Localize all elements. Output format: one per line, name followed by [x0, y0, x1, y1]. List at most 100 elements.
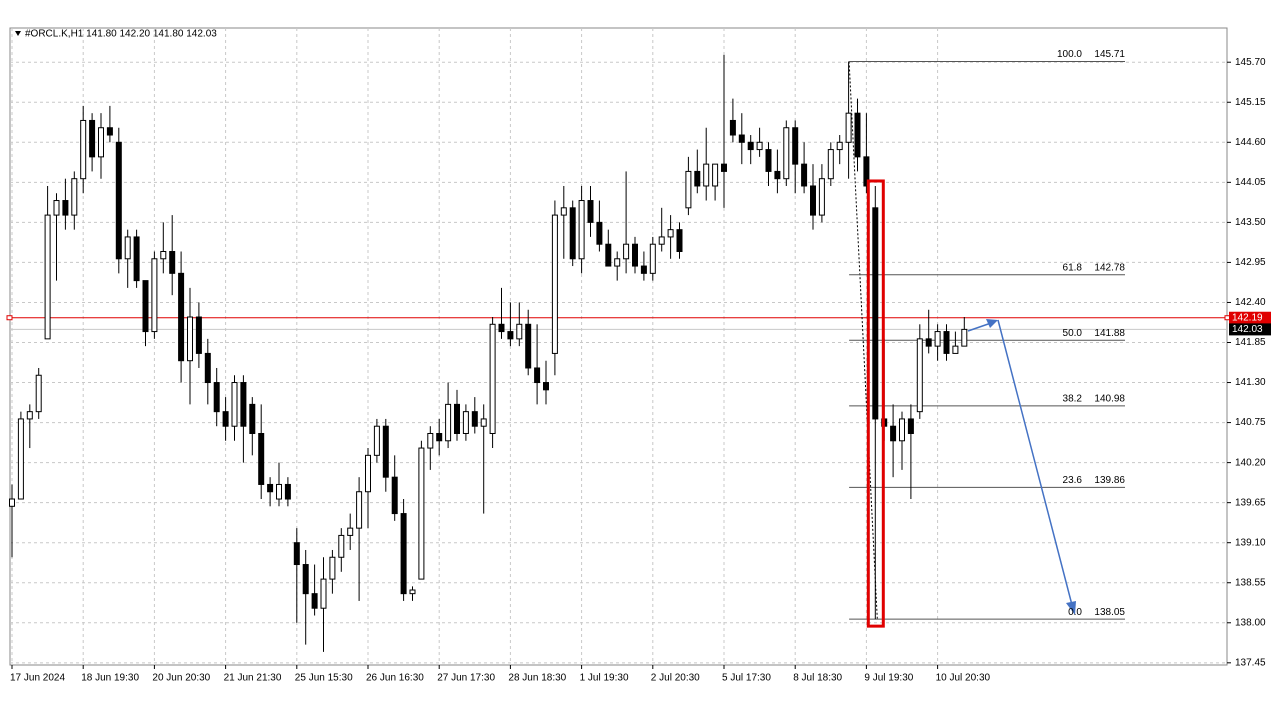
candle-body — [462, 411, 469, 434]
candle-body — [436, 432, 443, 442]
candle-body — [44, 214, 51, 340]
fib-price-label: 142.78 — [1094, 262, 1125, 273]
candle-body — [685, 170, 692, 209]
candle-body — [560, 207, 567, 216]
candle-body — [98, 127, 104, 158]
candle-body — [115, 141, 122, 260]
y-tick-label: 141.85 — [1235, 337, 1266, 348]
fib-level-label: 0.0 — [1068, 607, 1082, 618]
plot-frame — [9, 27, 1228, 666]
candle-body — [890, 425, 897, 442]
y-tick-label: 141.30 — [1235, 377, 1266, 388]
candle-body — [329, 556, 336, 580]
candle-body — [614, 258, 621, 267]
candle-body — [516, 323, 523, 340]
candle-body — [836, 141, 843, 151]
candle-body — [133, 236, 140, 282]
x-tick-label: 9 Jul 19:30 — [864, 673, 913, 684]
candle-body — [578, 200, 585, 260]
candle-body — [356, 491, 363, 529]
price-label: 142.03 — [1232, 324, 1263, 335]
y-tick-label: 143.50 — [1235, 217, 1266, 228]
candle-body — [17, 418, 24, 500]
candle-body — [222, 411, 229, 427]
candle-body — [293, 542, 300, 566]
candle-body — [810, 185, 816, 216]
x-tick-label: 27 Jun 17:30 — [437, 673, 495, 684]
candle-body — [854, 112, 861, 158]
candle-body — [738, 134, 745, 143]
candle-body — [231, 382, 238, 427]
x-tick-label: 20 Jun 20:30 — [152, 673, 210, 684]
candle-body — [400, 513, 407, 595]
candle-body — [409, 589, 416, 595]
x-tick-label: 1 Jul 19:30 — [580, 673, 629, 684]
fib-level-label: 61.8 — [1063, 262, 1083, 273]
candle-body — [187, 316, 193, 362]
y-tick-label: 138.00 — [1235, 617, 1266, 628]
candle-body — [640, 265, 647, 274]
candle-body — [347, 527, 354, 536]
candle-body — [596, 221, 603, 245]
candle-body — [471, 411, 478, 427]
candle-body — [694, 170, 701, 187]
candle-body — [489, 323, 496, 434]
candle-body — [142, 280, 149, 333]
candle-body — [845, 112, 852, 143]
x-tick-label: 25 Jun 15:30 — [295, 673, 353, 684]
candle-body — [525, 323, 532, 369]
menu-triangle[interactable] — [15, 31, 21, 36]
y-tick-label: 139.65 — [1235, 497, 1266, 508]
candle-body — [391, 476, 398, 515]
candle-body — [534, 367, 541, 384]
candle-body — [267, 483, 274, 493]
fib-level-label: 100.0 — [1057, 49, 1082, 60]
y-tick-label: 144.05 — [1235, 177, 1266, 188]
candle-body — [80, 119, 87, 180]
x-tick-label: 8 Jul 18:30 — [793, 673, 842, 684]
candle-body — [284, 483, 291, 500]
candle-body — [311, 593, 318, 609]
candle-body — [827, 149, 834, 180]
candle-body — [53, 200, 60, 216]
candle-body — [365, 454, 371, 493]
y-tick-label: 140.75 — [1235, 417, 1266, 428]
x-tick-label: 18 Jun 19:30 — [81, 673, 139, 684]
candle-body — [418, 447, 425, 580]
y-tick-label: 140.20 — [1235, 457, 1266, 468]
candle-body — [71, 178, 78, 216]
candle-body — [445, 403, 452, 442]
y-tick-label: 145.70 — [1235, 57, 1266, 68]
candle-body — [195, 316, 202, 354]
candle-body — [338, 534, 345, 558]
x-tick-label: 2 Jul 20:30 — [651, 673, 700, 684]
candle-body — [899, 418, 905, 442]
candle-body — [676, 229, 683, 252]
candle-body — [729, 119, 736, 136]
candle-body — [801, 163, 808, 187]
candle-body — [160, 250, 167, 260]
candle-body — [943, 331, 950, 354]
candle-body — [569, 207, 576, 260]
x-tick-label: 26 Jun 16:30 — [366, 673, 424, 684]
x-tick-label: 17 Jun 2024 — [10, 673, 65, 684]
candle-body — [276, 483, 282, 500]
candle-body — [507, 331, 514, 340]
candle-body — [498, 323, 505, 333]
candle-body — [792, 127, 799, 165]
candle-body — [872, 207, 879, 420]
arrow-down — [997, 319, 1073, 606]
candle-body — [658, 236, 665, 245]
x-tick-label: 5 Jul 17:30 — [722, 673, 771, 684]
x-tick-label: 21 Jun 21:30 — [224, 673, 282, 684]
candle-body — [320, 578, 327, 609]
candle-body — [632, 243, 638, 267]
y-tick-label: 138.55 — [1235, 577, 1266, 588]
candle-body — [89, 119, 96, 158]
candle-body — [62, 200, 69, 216]
fib-level-label: 38.2 — [1063, 393, 1083, 404]
price-line-handle — [6, 315, 13, 321]
candle-body — [124, 236, 131, 260]
candle-body — [712, 163, 719, 187]
